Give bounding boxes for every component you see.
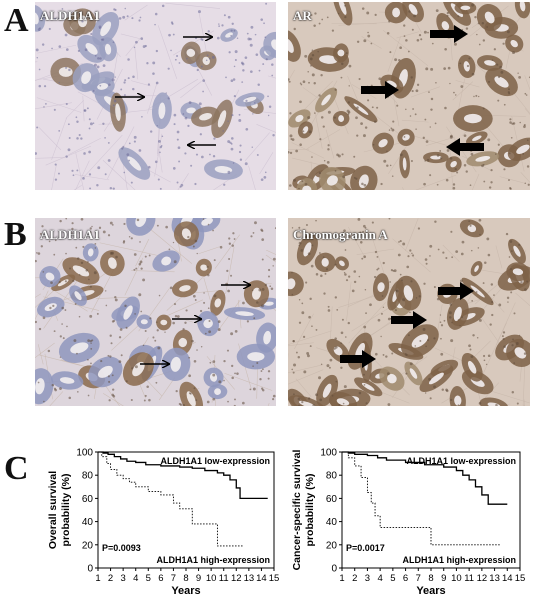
y-tick-label: 100 (76, 448, 93, 459)
y-axis-label: Overall survivalprobability (%) (47, 471, 72, 549)
micrograph-a-ar-image (288, 2, 530, 190)
arrow-bold (391, 311, 427, 329)
y-tick-label: 0 (331, 564, 337, 575)
x-tick-label: 12 (231, 573, 242, 584)
micrograph-b-chromogranin-image (288, 218, 530, 406)
y-tick-label: 100 (320, 448, 337, 459)
x-tick-label: 9 (441, 573, 446, 584)
x-tick-label: 1 (339, 573, 344, 584)
micrograph-b-chromogranin (288, 218, 530, 406)
arrow-bold (430, 25, 468, 43)
survival-series-low (342, 451, 508, 505)
panel-letter-a: A (4, 2, 29, 39)
x-tick-label: 13 (244, 573, 255, 584)
arrow-bold (438, 282, 474, 300)
y-tick-label: 60 (326, 494, 338, 505)
micrograph-a-ar (288, 2, 530, 190)
panel-letter-b: B (4, 216, 27, 253)
x-tick-label: 3 (120, 573, 125, 584)
x-tick-label: 2 (352, 573, 357, 584)
series-label-high: ALDH1A1 high-expression (156, 555, 270, 565)
x-tick-label: 3 (365, 573, 370, 584)
y-tick-label: 80 (326, 471, 338, 482)
x-tick-label: 5 (390, 573, 395, 584)
x-tick-label: 13 (489, 573, 500, 584)
x-tick-label: 4 (377, 573, 382, 584)
panel-letter-c: C (4, 450, 29, 487)
y-tick-label: 80 (82, 471, 94, 482)
survival-series-high (342, 451, 501, 546)
x-tick-label: 6 (403, 573, 408, 584)
series-label-high: ALDH1A1 high-expression (402, 555, 516, 565)
survival-chart-cancer-specific: 0 20 40 60 80 100 1 2 3 4 5 6 7 8 9 10 11 12 13 14 15 Years Ca… (284, 440, 532, 598)
micrograph-a-aldh1a1 (35, 2, 276, 190)
x-tick-label: 8 (183, 573, 188, 584)
stain-label-a-right: AR (293, 8, 312, 23)
arrow-bold (361, 81, 399, 99)
x-axis-label: Years (416, 585, 445, 597)
x-tick-label: 4 (133, 573, 138, 584)
survival-chart-overall: 0 20 40 60 80 100 1 2 3 4 5 6 7 8 9 10 11 12 13 14 15 Years Ov… (40, 440, 286, 598)
y-axis-label: Cancer-specific survivalprobability (%) (291, 450, 316, 571)
x-tick-label: 1 (95, 573, 100, 584)
micrograph-a-aldh1a1-image (35, 2, 276, 190)
survival-series-high (98, 451, 243, 547)
x-tick-label: 7 (416, 573, 421, 584)
x-tick-label: 15 (515, 573, 526, 584)
arrows-overlay (115, 25, 484, 368)
x-tick-label: 14 (502, 573, 513, 584)
x-tick-label: 5 (146, 573, 151, 584)
stain-label-a-left: ALDH1A1 (40, 8, 100, 23)
x-tick-label: 7 (171, 573, 176, 584)
x-tick-label: 6 (158, 573, 163, 584)
stain-label-b-right: Chromogranin A (293, 227, 388, 242)
y-tick-label: 40 (326, 517, 338, 528)
arrow-bold (446, 138, 484, 156)
survival-series-low (98, 451, 268, 500)
p-value: P=0.0093 (102, 543, 141, 553)
x-tick-label: 10 (206, 573, 217, 584)
x-tick-label: 8 (428, 573, 433, 584)
arrow-bold (340, 350, 376, 368)
micrograph-b-aldh1a1-image (35, 218, 276, 406)
series-label-low: ALDH1A1 low-expression (160, 456, 270, 466)
y-tick-label: 40 (82, 517, 94, 528)
x-tick-label: 11 (464, 573, 474, 584)
x-tick-label: 14 (256, 573, 267, 584)
micrograph-b-aldh1a1 (35, 218, 276, 406)
y-tick-label: 20 (326, 540, 338, 551)
x-tick-label: 15 (269, 573, 280, 584)
y-tick-label: 60 (82, 494, 94, 505)
x-tick-label: 9 (196, 573, 201, 584)
x-tick-label: 11 (219, 573, 229, 584)
stain-label-b-left: ALDH1A1 (40, 227, 100, 242)
y-tick-label: 20 (82, 540, 94, 551)
x-tick-label: 2 (108, 573, 113, 584)
x-tick-label: 10 (451, 573, 462, 584)
y-tick-label: 0 (87, 564, 93, 575)
series-label-low: ALDH1A1 low-expression (406, 456, 516, 466)
x-tick-label: 12 (477, 573, 488, 584)
p-value: P=0.0017 (346, 543, 385, 553)
x-axis-label: Years (171, 585, 200, 597)
